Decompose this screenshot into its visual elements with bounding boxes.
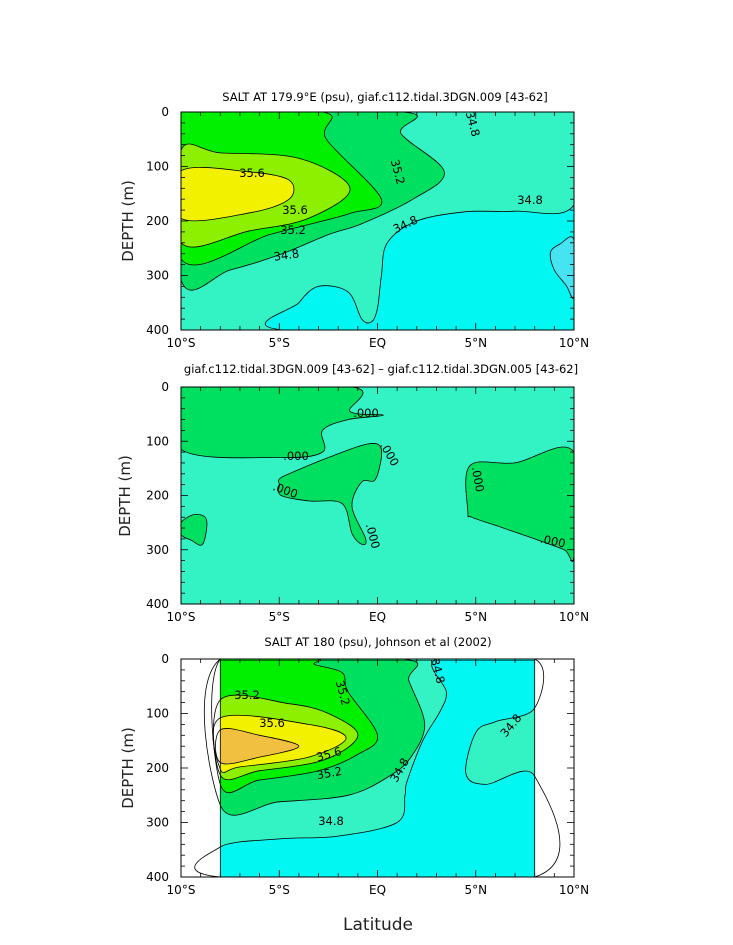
panel1-ylabel: DEPTH (m) xyxy=(119,180,137,262)
panel3-contour-label: 35.6 xyxy=(259,716,285,730)
panel2-contour-label: .000 xyxy=(283,449,309,463)
y-tick-label: 100 xyxy=(146,707,169,721)
panel2-contour-label: .000 xyxy=(539,532,567,551)
panel3-frame xyxy=(180,658,575,878)
x-tick-label: 10°N xyxy=(559,610,589,624)
y-tick-label: 200 xyxy=(146,489,169,503)
panel3-ticks: 10°S 5°S EQ 5°N 10°N 0 100 200 300 400 xyxy=(146,652,589,897)
panel2-frame xyxy=(180,386,575,605)
contour-line xyxy=(465,446,574,562)
contour-line xyxy=(215,728,300,765)
y-tick-label: 0 xyxy=(161,105,169,119)
y-tick-label: 200 xyxy=(146,214,169,228)
contour-line xyxy=(278,443,383,546)
panel2-contour-label: .000 xyxy=(363,522,383,550)
x-tick-label: 5°S xyxy=(269,610,290,624)
panel3-ylabel: DEPTH (m) xyxy=(119,727,137,809)
x-tick-label: 5°N xyxy=(464,883,487,897)
panel1-contour-label: 35.2 xyxy=(280,223,306,237)
panel1-contour-label: 34.8 xyxy=(273,246,300,263)
x-tick-label: 10°S xyxy=(167,610,196,624)
panel3-contour-label: 34.8 xyxy=(318,814,344,828)
panel2-contour-label: .000 xyxy=(353,406,379,420)
panel3-contour-label: 34.8 xyxy=(428,657,448,685)
panel2-contour-label: .000 xyxy=(469,465,487,493)
panel1-contour-label: 34.8 xyxy=(517,193,543,207)
x-tick-label: 5°N xyxy=(464,610,487,624)
panel3-contour-label: 35.6 xyxy=(315,744,343,764)
x-tick-label: EQ xyxy=(369,336,386,350)
x-tick-label: 10°N xyxy=(559,336,589,350)
y-tick-label: 400 xyxy=(146,870,169,884)
x-tick-label: 5°S xyxy=(269,336,290,350)
panel1-title: SALT AT 179.9°E (psu), giaf.c112.tidal.3… xyxy=(222,90,548,104)
panel1-contour-label: 35.6 xyxy=(282,203,308,217)
panel2-ylabel: DEPTH (m) xyxy=(116,455,134,537)
panel1-contour-label: 35.6 xyxy=(239,166,265,180)
y-tick-label: 100 xyxy=(146,434,169,448)
contour-region xyxy=(181,387,384,458)
contour-line xyxy=(549,236,574,299)
contour-region xyxy=(465,446,574,562)
panel3-contour-label: 35.2 xyxy=(234,688,260,702)
contour-region xyxy=(265,112,574,330)
panel1-frame xyxy=(180,111,575,331)
x-tick-label: 10°S xyxy=(167,883,196,897)
x-tick-label: EQ xyxy=(369,610,386,624)
x-tick-label: 5°S xyxy=(269,883,290,897)
panel3-contour-label: 35.2 xyxy=(333,679,353,707)
contour-region xyxy=(194,659,560,877)
panel2-ticks: 10°S 5°S EQ 5°N 10°N 0 100 200 300 400 xyxy=(146,380,589,624)
panel3-contour-label: 35.2 xyxy=(315,764,343,782)
contour-region xyxy=(215,728,299,764)
y-tick-label: 200 xyxy=(146,761,169,775)
contour-line xyxy=(181,513,208,546)
x-axis-label: Latitude xyxy=(343,915,413,935)
panel3-regions xyxy=(181,659,574,877)
y-tick-label: 300 xyxy=(146,543,169,557)
y-tick-label: 400 xyxy=(146,597,169,611)
y-tick-label: 100 xyxy=(146,160,169,174)
y-tick-label: 0 xyxy=(161,652,169,666)
panel1-contour-label: 35.2 xyxy=(388,158,408,186)
contour-line xyxy=(181,112,445,291)
panel2-title: giaf.c112.tidal.3DGN.009 [43-62] – giaf.… xyxy=(184,362,578,376)
y-tick-label: 400 xyxy=(146,323,169,337)
panel1-regions xyxy=(181,112,574,330)
x-tick-label: 5°N xyxy=(464,336,487,350)
panel1-contour-label: 34.8 xyxy=(463,110,483,138)
contour-line xyxy=(203,659,426,816)
y-tick-label: 0 xyxy=(161,380,169,394)
y-tick-label: 300 xyxy=(146,269,169,283)
x-tick-label: EQ xyxy=(369,883,386,897)
x-tick-label: 10°S xyxy=(167,336,196,350)
contour-region xyxy=(181,514,207,546)
contour-line xyxy=(194,659,561,877)
contour-line xyxy=(264,112,574,330)
contour-region xyxy=(550,236,574,299)
panel3-title: SALT AT 180 (psu), Johnson et al (2002) xyxy=(264,635,491,649)
contour-region xyxy=(278,443,382,545)
panel1-ticks: 10°S 5°S EQ 5°N 10°N 0 100 200 300 400 xyxy=(146,105,589,350)
contour-region xyxy=(181,167,294,221)
x-tick-label: 10°N xyxy=(559,883,589,897)
y-tick-label: 300 xyxy=(146,816,169,830)
panel2-regions xyxy=(181,387,574,604)
